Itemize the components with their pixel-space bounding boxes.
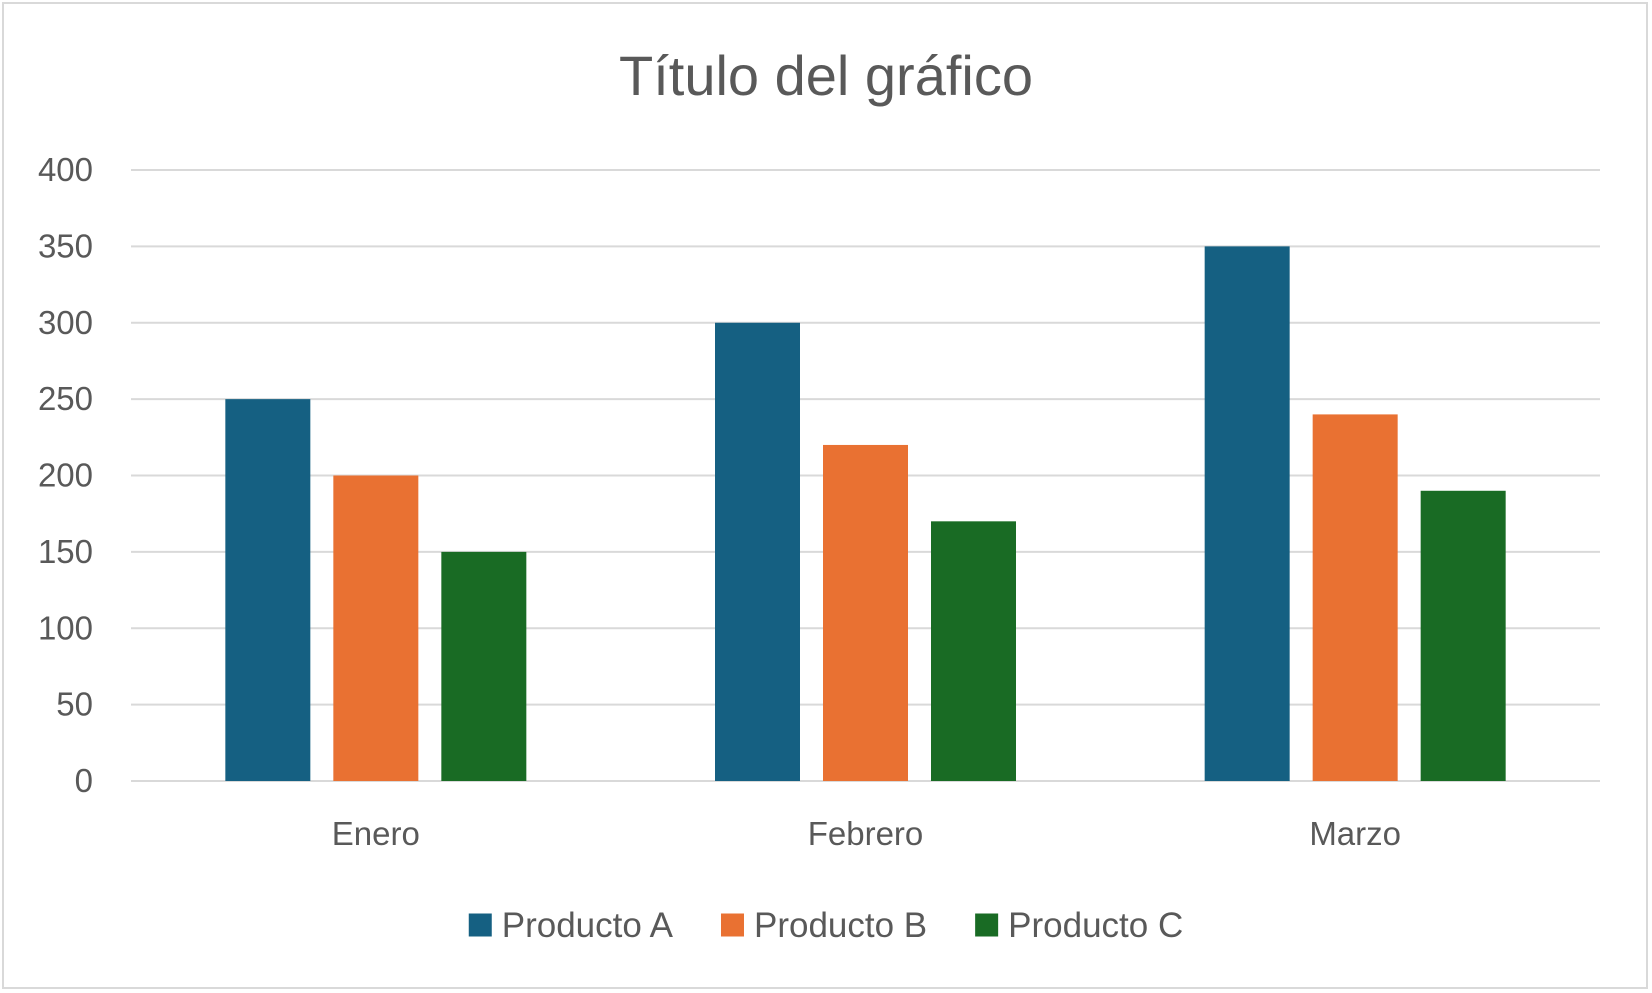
chart-title: Título del gráfico xyxy=(619,44,1033,107)
legend-item-producto-c: Producto C xyxy=(975,906,1183,945)
y-tick-label: 400 xyxy=(38,151,93,188)
bar-producto-b-marzo xyxy=(1312,414,1398,781)
y-axis-tick-labels: 0 50 100 150 200 250 300 350 400 xyxy=(38,151,93,799)
legend-item-producto-a: Producto A xyxy=(468,906,674,945)
x-axis-category-labels: Enero Febrero Marzo xyxy=(332,815,1401,852)
y-tick-label: 350 xyxy=(38,227,93,264)
y-tick-label: 300 xyxy=(38,304,93,341)
legend-label: Producto C xyxy=(1008,906,1183,945)
bar-producto-b-febrero xyxy=(823,444,908,781)
bar-producto-c-febrero xyxy=(931,521,1016,781)
bar-producto-a-febrero xyxy=(715,322,800,781)
legend-swatch xyxy=(720,913,744,937)
x-category-label: Marzo xyxy=(1309,815,1401,852)
y-tick-label: 50 xyxy=(56,686,93,723)
y-tick-label: 250 xyxy=(38,380,93,417)
bar-producto-b-enero xyxy=(333,475,419,781)
bars xyxy=(225,246,1506,781)
x-category-label: Enero xyxy=(332,815,420,852)
y-tick-label: 150 xyxy=(38,533,93,570)
y-tick-label: 200 xyxy=(38,457,93,494)
x-category-label: Febrero xyxy=(808,815,924,852)
legend-swatch xyxy=(468,913,492,937)
legend: Producto A Producto B Producto C xyxy=(468,906,1183,945)
y-tick-label: 100 xyxy=(38,609,93,646)
legend-label: Producto B xyxy=(754,906,927,945)
legend-label: Producto A xyxy=(502,906,674,945)
y-tick-label: 0 xyxy=(75,762,93,799)
bar-producto-c-marzo xyxy=(1420,490,1506,781)
legend-item-producto-b: Producto B xyxy=(720,906,927,945)
bar-producto-a-marzo xyxy=(1204,246,1290,781)
bar-producto-c-enero xyxy=(441,551,527,781)
bar-producto-a-enero xyxy=(225,399,311,781)
legend-swatch xyxy=(975,913,999,937)
